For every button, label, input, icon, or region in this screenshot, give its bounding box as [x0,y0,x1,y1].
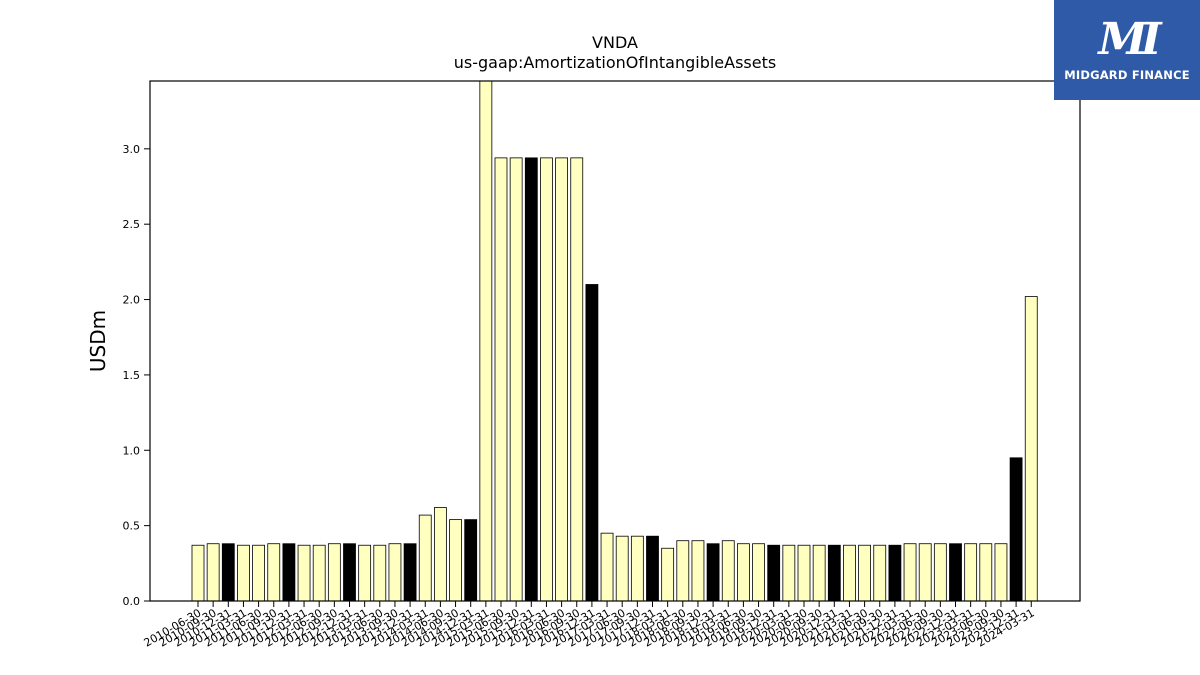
bar-2022-09-30 [933,543,947,602]
bar-2018-12-31 [706,543,720,602]
bar-2020-06-30 [797,544,811,602]
chart-title: VNDA [592,33,638,52]
bar-2020-09-30 [812,544,826,602]
bar-2014-12-31 [464,519,478,602]
logo-text: MIDGARD FINANCE [1064,68,1190,82]
bar-2020-12-31 [827,544,841,602]
bar-2010-09-30 [206,543,220,602]
bar-2015-12-31 [524,157,538,602]
bar-2012-12-31 [343,543,356,602]
bar-2011-06-30 [252,544,266,602]
bar-2011-12-31 [282,543,296,602]
bar-series [191,80,1038,602]
bar-2021-06-30 [858,544,871,602]
chart-subtitle: us-gaap:AmortizationOfIntangibleAssets [454,53,776,72]
bar-2010-06-30 [191,544,205,602]
bar-2015-03-31 [479,80,493,602]
bar-2016-06-30 [555,157,568,602]
bar-2018-03-31 [661,547,675,602]
bar-2014-06-30 [433,507,447,602]
x-axis: 2010-06-302010-09-302010-12-312011-03-31… [142,601,1037,650]
bar-2022-03-31 [903,543,917,602]
bar-2017-06-30 [615,535,629,602]
bar-2017-09-30 [630,535,644,602]
bar-2018-09-30 [691,540,705,602]
bar-2018-06-30 [676,540,690,602]
bar-2011-09-30 [267,543,281,602]
bar-2013-06-30 [373,544,387,602]
bar-2016-03-31 [540,157,553,602]
bar-2024-03-31 [1024,296,1038,602]
bar-2023-06-30 [979,543,993,602]
bar-2021-12-31 [888,544,902,602]
midgard-finance-logo: MI MIDGARD FINANCE [1054,0,1200,100]
bar-2023-09-30 [994,543,1008,602]
bar-2013-12-31 [403,543,417,602]
bar-2013-09-30 [388,543,402,602]
bar-2012-09-30 [327,543,341,602]
y-axis-label: USDm [86,310,110,372]
bar-2016-09-30 [570,157,584,602]
bar-2022-06-30 [918,543,932,602]
bar-2020-03-31 [782,544,796,602]
plot-frame [149,80,1081,602]
bar-2014-03-31 [418,514,432,602]
bar-2017-03-31 [600,532,614,602]
bar-2022-12-31 [949,543,962,602]
bar-2019-12-31 [767,544,781,602]
logo-mark-icon: MI [1098,14,1161,65]
bar-2021-03-31 [843,544,856,602]
bar-2019-03-31 [721,540,735,602]
bar-2017-12-31 [646,535,659,602]
bar-2016-12-31 [585,284,599,602]
bar-2012-06-30 [312,544,326,602]
bar-2011-03-31 [237,544,250,602]
y-tick-label: 2.5 [123,218,141,231]
bar-2015-06-30 [494,157,508,602]
bar-2019-09-30 [752,543,765,602]
bar-2023-03-31 [964,543,978,602]
bar-2015-09-30 [509,157,523,602]
y-tick-label: 1.5 [123,369,141,382]
bar-2013-03-31 [358,544,372,602]
y-tick-label: 0.5 [123,520,141,533]
y-tick-label: 0.0 [123,595,141,608]
bar-2010-12-31 [221,543,235,602]
bar-2019-06-30 [737,543,750,602]
bar-2012-03-31 [297,544,311,602]
y-tick-label: 3.0 [123,143,141,156]
bar-2021-09-30 [873,544,887,602]
bar-2023-12-31 [1009,457,1023,602]
bar-2014-09-30 [449,519,462,602]
y-tick-label: 2.0 [123,294,141,307]
y-tick-label: 1.0 [123,444,141,457]
y-axis: 0.0 0.5 1.0 1.5 2.0 2.5 3.0 [123,143,150,608]
